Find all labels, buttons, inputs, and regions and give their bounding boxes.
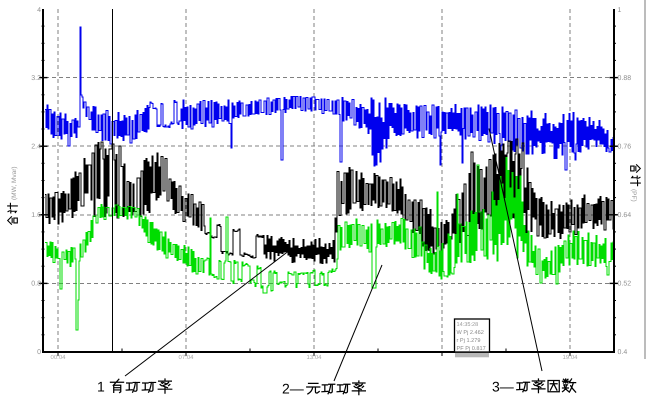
svg-text:r Pj 1.279: r Pj 1.279 [457, 337, 481, 344]
svg-text:0.52: 0.52 [618, 281, 632, 288]
svg-text:2—: 2— [282, 381, 304, 397]
svg-text:1.6: 1.6 [31, 212, 41, 219]
svg-text:00:04: 00:04 [50, 354, 66, 361]
svg-text:1: 1 [97, 379, 105, 395]
svg-text:0.88: 0.88 [618, 75, 632, 82]
svg-text:13:04: 13:04 [306, 354, 322, 361]
svg-text:3—: 3— [492, 379, 514, 395]
svg-text:14:35:28: 14:35:28 [457, 322, 479, 328]
svg-text:4: 4 [37, 7, 41, 14]
svg-text:3.2: 3.2 [31, 75, 41, 82]
svg-text:0.64: 0.64 [618, 212, 632, 219]
svg-text:19:04: 19:04 [562, 354, 578, 361]
svg-text:0.76: 0.76 [618, 144, 632, 151]
svg-text:(PF): (PF) [630, 189, 637, 202]
svg-text:(MW, Mvar): (MW, Mvar) [11, 166, 18, 200]
svg-text:W Pj 2.462: W Pj 2.462 [457, 329, 484, 336]
svg-text:0.8: 0.8 [31, 281, 41, 288]
svg-text:1: 1 [618, 7, 622, 14]
svg-text:2.4: 2.4 [31, 144, 41, 151]
svg-text:0: 0 [37, 349, 41, 356]
svg-text:PF Pj 0.817: PF Pj 0.817 [457, 345, 486, 352]
svg-text:0.4: 0.4 [618, 349, 628, 356]
svg-text:07:04: 07:04 [178, 354, 194, 361]
